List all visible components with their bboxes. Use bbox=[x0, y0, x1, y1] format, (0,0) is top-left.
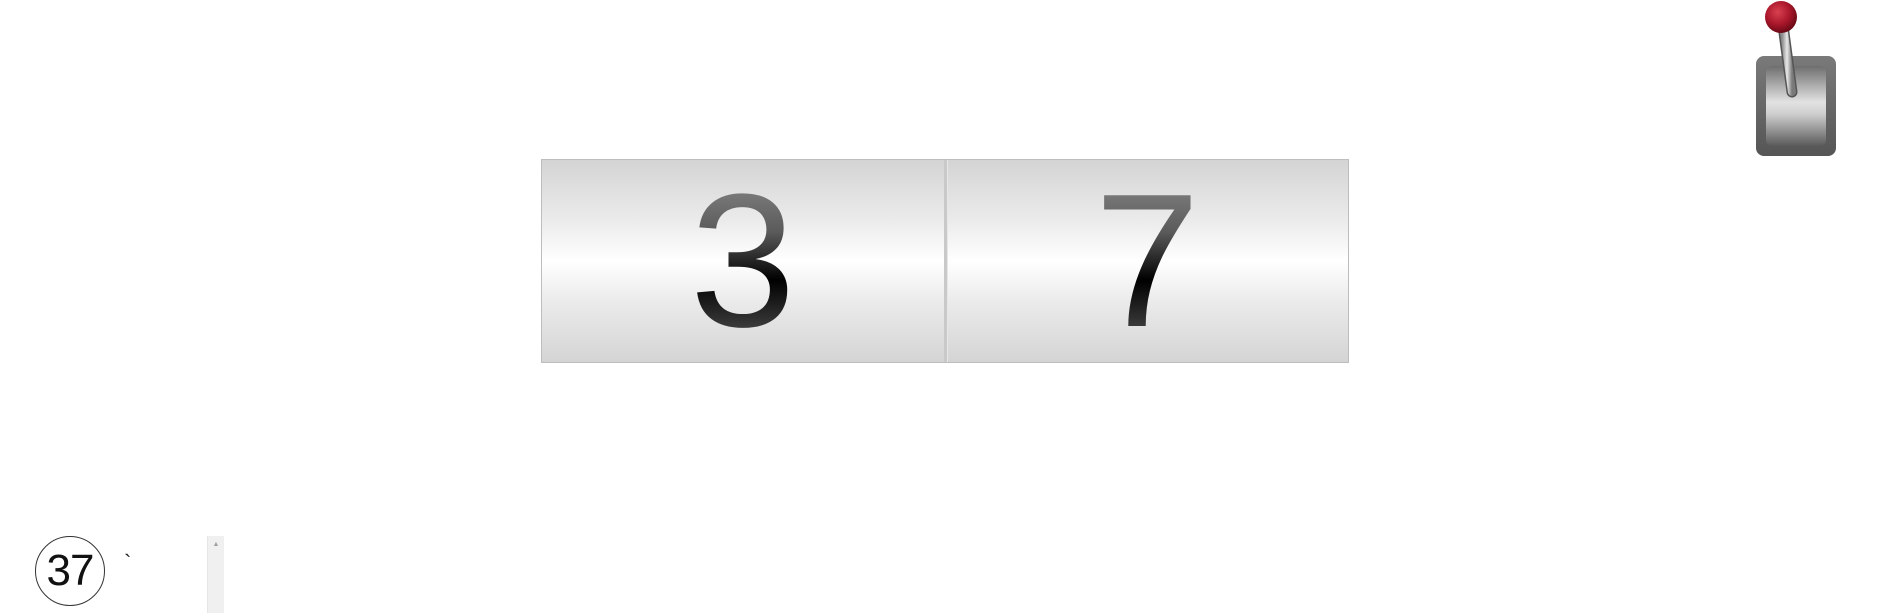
vertical-scrollbar[interactable]: ▲ bbox=[207, 536, 224, 613]
slot-lever-icon[interactable] bbox=[1754, 0, 1838, 158]
score-badge: 37 bbox=[35, 536, 105, 606]
reel-right-digit: 7 bbox=[1094, 155, 1201, 367]
tick-mark: ` bbox=[124, 550, 132, 575]
slot-reels: 3 7 bbox=[541, 159, 1349, 363]
reel-left: 3 bbox=[542, 160, 944, 362]
scroll-up-arrow-icon[interactable]: ▲ bbox=[212, 541, 220, 548]
reel-right: 7 bbox=[943, 155, 1348, 367]
reel-left-digit: 3 bbox=[689, 155, 796, 367]
